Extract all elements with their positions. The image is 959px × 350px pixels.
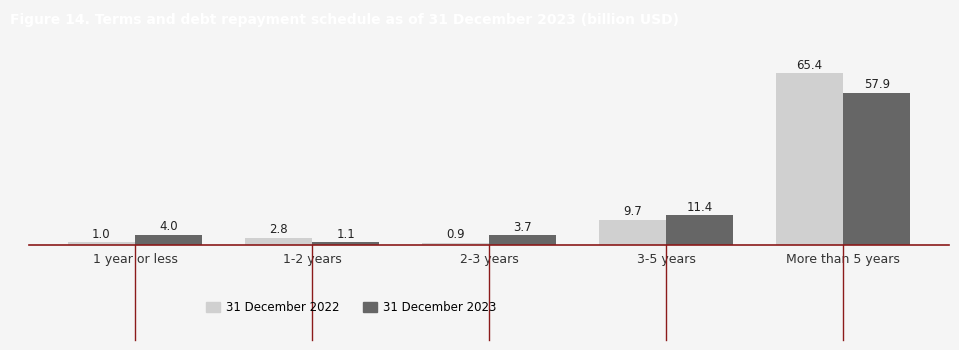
Bar — [489, 235, 556, 245]
Bar — [68, 243, 135, 245]
Text: 1.0: 1.0 — [92, 228, 110, 241]
Bar — [843, 93, 910, 245]
Text: 3.7: 3.7 — [513, 221, 532, 234]
Bar — [598, 219, 667, 245]
Bar — [422, 243, 489, 245]
Text: 65.4: 65.4 — [797, 59, 823, 72]
Text: 0.9: 0.9 — [446, 228, 465, 241]
Text: 1.1: 1.1 — [337, 228, 355, 240]
Text: 11.4: 11.4 — [687, 201, 713, 214]
Text: Figure 14. Terms and debt repayment schedule as of 31 December 2023 (billion USD: Figure 14. Terms and debt repayment sche… — [10, 13, 679, 27]
Bar — [135, 234, 202, 245]
Bar — [312, 242, 380, 245]
Text: 2.8: 2.8 — [269, 223, 288, 236]
Text: 4.0: 4.0 — [159, 220, 178, 233]
Bar — [245, 238, 312, 245]
Bar — [776, 74, 843, 245]
Text: 9.7: 9.7 — [623, 205, 642, 218]
Bar — [667, 215, 734, 245]
Text: 57.9: 57.9 — [864, 78, 890, 91]
Legend: 31 December 2022, 31 December 2023: 31 December 2022, 31 December 2023 — [201, 296, 501, 318]
